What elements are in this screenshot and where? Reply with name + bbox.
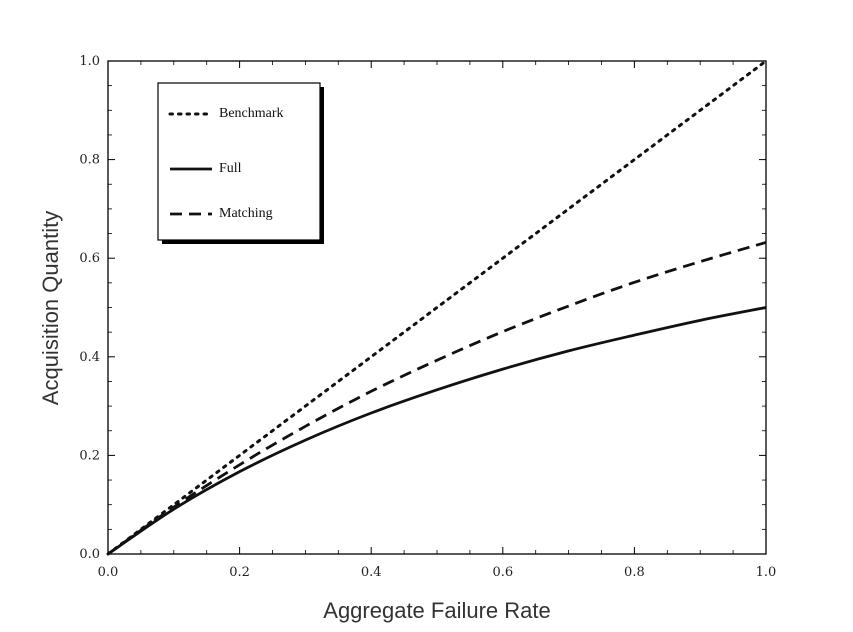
x-tick-label: 0.2 [229,565,250,580]
x-tick-label: 1.0 [756,565,777,580]
y-axis-title: Acquisition Quantity [38,211,63,405]
x-tick-label: 0.0 [98,565,119,580]
legend-label-matching: Matching [219,206,273,221]
y-tick-label: 0.8 [79,153,100,168]
legend-label-benchmark: Benchmark [219,106,284,121]
x-tick-label: 0.6 [492,565,513,580]
legend: Benchmark Full Matching [157,82,324,244]
y-tick-label: 1.0 [79,54,100,69]
series-line-matching [107,241,767,556]
x-tick-label: 0.8 [624,565,645,580]
y-tick-label: 0.2 [79,448,100,463]
y-tick-label: 0.4 [79,350,100,365]
series-line-full [107,306,767,556]
x-tick-label: 0.4 [361,565,382,580]
legend-label-full: Full [219,161,242,176]
legend-box [157,82,321,241]
y-tick-label: 0.0 [79,547,100,562]
y-tick-label: 0.6 [79,251,100,266]
x-axis-title: Aggregate Failure Rate [323,598,550,623]
series-line-benchmark [106,59,768,556]
